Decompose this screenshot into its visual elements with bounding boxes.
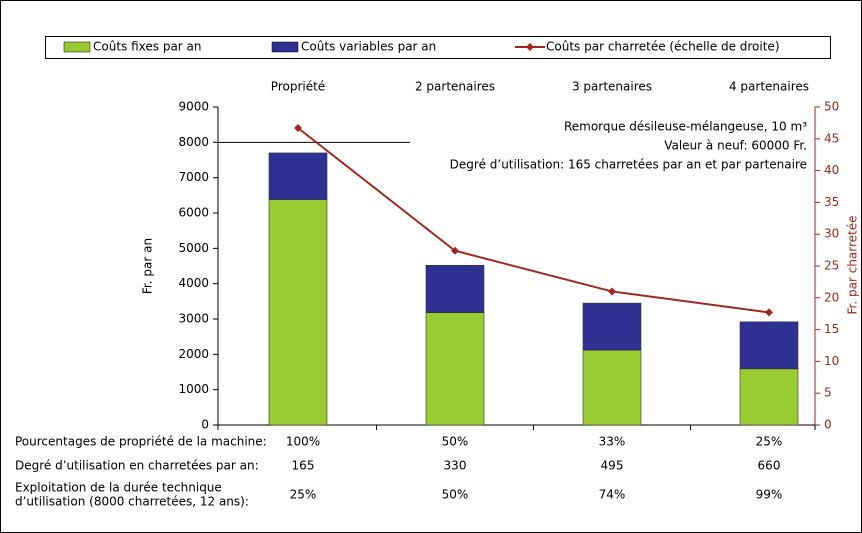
cell: 100% <box>286 435 320 449</box>
y-axis-label: Fr. par an <box>141 238 155 294</box>
cell: 25% <box>290 488 317 502</box>
y2-tick-label: 30 <box>824 227 839 241</box>
y-tick-label: 3000 <box>178 312 209 326</box>
legend-label: Coûts variables par an <box>301 40 436 54</box>
y-tick-label: 8000 <box>178 135 209 149</box>
y2-tick-label: 5 <box>824 386 832 400</box>
y2-tick-label: 20 <box>824 290 839 304</box>
legend-swatch <box>271 41 299 53</box>
row-label: Exploitation de la durée technique <box>15 481 222 495</box>
line-marker <box>765 308 773 317</box>
cell: 660 <box>758 459 781 473</box>
row-label: d’utilisation (8000 charretées, 12 ans): <box>15 495 249 509</box>
line-marker <box>608 287 616 296</box>
annotation: Valeur à neuf: 60000 Fr. <box>664 139 807 153</box>
legend-swatch <box>63 41 91 53</box>
cell: 33% <box>599 435 626 449</box>
cell: 50% <box>442 488 469 502</box>
y-tick-label: 7000 <box>178 170 209 184</box>
y2-tick-label: 0 <box>824 418 832 432</box>
legend-box <box>45 36 831 59</box>
y2-tick-label: 25 <box>824 259 839 273</box>
y2-tick-label: 15 <box>824 322 839 336</box>
cell: 74% <box>599 488 626 502</box>
line <box>297 127 770 314</box>
cell: 495 <box>601 459 624 473</box>
y-tick-label: 4000 <box>178 276 209 290</box>
annotation: Remorque désileuse-mélangeuse, 10 m³ <box>564 120 807 134</box>
y-tick-label: 9000 <box>178 100 209 114</box>
cell: 25% <box>756 435 783 449</box>
cell: 330 <box>444 459 467 473</box>
y-tick-label: 1000 <box>178 382 209 396</box>
annotation: Degré d’utilisation: 165 charretées par … <box>450 158 807 172</box>
legend-marker <box>526 43 534 51</box>
y2-tick-label: 10 <box>824 354 839 368</box>
y2-tick-label: 50 <box>824 100 839 114</box>
y2-axis-label: Fr. par charretée <box>846 215 860 314</box>
y2-tick-label: 45 <box>824 131 839 145</box>
legend-label: Coûts par charretée (échelle de droite) <box>546 40 780 54</box>
category-label: 4 partenaires <box>729 80 809 94</box>
row-label: Pourcentages de propriété de la machine: <box>15 435 267 449</box>
y-tick-label: 2000 <box>178 347 209 361</box>
line-marker <box>294 123 302 132</box>
y-tick-label: 0 <box>201 418 209 432</box>
category-label: 2 partenaires <box>415 80 495 94</box>
line-marker <box>451 246 459 255</box>
bar <box>739 368 799 426</box>
y-tick-label: 6000 <box>178 206 209 220</box>
bar <box>268 152 328 200</box>
bar <box>582 349 642 426</box>
category-label: Propriété <box>271 80 325 94</box>
y2-tick-label: 35 <box>824 195 839 209</box>
cell: 99% <box>756 488 783 502</box>
row-label: Degré d’utilisation en charretées par an… <box>15 459 259 473</box>
y2-tick-label: 40 <box>824 163 839 177</box>
bar <box>268 199 328 426</box>
y-tick-label: 5000 <box>178 241 209 255</box>
bar <box>425 312 485 426</box>
cell: 165 <box>292 459 315 473</box>
bar <box>582 302 642 351</box>
legend-label: Coûts fixes par an <box>93 40 202 54</box>
bar <box>739 321 799 370</box>
bar <box>425 264 485 313</box>
category-label: 3 partenaires <box>572 80 652 94</box>
cell: 50% <box>442 435 469 449</box>
